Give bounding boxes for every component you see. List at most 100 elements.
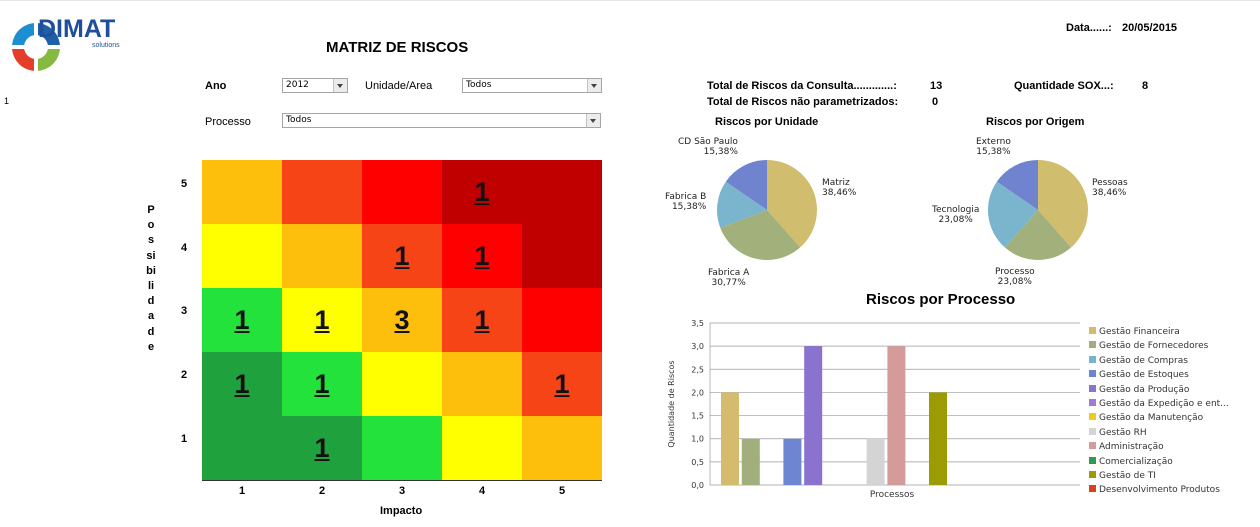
matrix-cell: 1 xyxy=(202,288,282,352)
sox-label: Quantidade SOX...: xyxy=(1014,80,1114,92)
matrix-cell xyxy=(522,288,602,352)
legend-swatch xyxy=(1089,384,1096,392)
matrix-row-label: 2 xyxy=(181,369,188,381)
total-riscos-label: Total de Riscos da Consulta.............… xyxy=(707,80,897,92)
top-divider xyxy=(0,0,1260,1)
impacto-axis-label: Impacto xyxy=(380,505,423,517)
bar-8 xyxy=(887,346,906,485)
legend-item: Gestão de Estoques xyxy=(1089,370,1189,382)
legend-item: Gestão Financeira xyxy=(1089,327,1180,339)
pie-origem-label-pessoas: Pessoas 38,46% xyxy=(1092,178,1128,198)
y-tick-label: 3,5 xyxy=(691,319,704,328)
riscos-por-processo-chart: 0,0 0,5 1,0 1,5 2,0 2,5 3,0 3,5 Processos Quantid… xyxy=(667,319,1080,500)
chevron-down-icon[interactable] xyxy=(587,79,601,92)
matrix-cell: 1 xyxy=(522,352,602,416)
matrix-cell-count-link[interactable]: 1 xyxy=(554,368,570,399)
matrix-cell: 1 xyxy=(202,352,282,416)
chevron-down-icon[interactable] xyxy=(586,114,600,127)
matrix-cell xyxy=(282,160,362,224)
pie-origem-label-processo: Processo 23,08% xyxy=(995,267,1035,287)
ano-select-value: 2012 xyxy=(286,80,309,90)
processo-label: Processo xyxy=(205,116,251,128)
matrix-cell-count-link[interactable]: 1 xyxy=(394,240,410,271)
legend-item: Gestão de TI xyxy=(1089,471,1156,483)
unidade-select[interactable]: Todos xyxy=(462,78,602,93)
legend-item: Gestão de Compras xyxy=(1089,355,1188,368)
matrix-cell: 1 xyxy=(282,352,362,416)
matrix-cell-count-link[interactable]: 3 xyxy=(394,304,410,335)
legend-swatch xyxy=(1089,327,1096,334)
pie-unidade-label-fabrica-a: Fabrica A 30,77% xyxy=(708,268,750,288)
legend-swatch xyxy=(1089,442,1096,450)
matrix-cell-count-link[interactable]: 1 xyxy=(234,368,250,399)
unidade-select-value: Todos xyxy=(466,80,492,90)
legend-label: Administração xyxy=(1099,442,1164,453)
processo-select-value: Todos xyxy=(286,115,312,125)
matrix-col-label: 1 xyxy=(239,485,246,497)
legend-label: Gestão de Compras xyxy=(1099,355,1188,366)
bar-10 xyxy=(929,392,947,485)
matrix-row-label: 3 xyxy=(181,305,188,317)
matrix-cell xyxy=(522,160,602,224)
matrix-col-label: 3 xyxy=(399,485,406,497)
x-axis-label: Processos xyxy=(870,490,915,500)
pie-unidade-slice-0 xyxy=(767,160,817,248)
matrix-cell xyxy=(362,160,442,224)
nao-parametrizados-value: 0 xyxy=(932,96,939,108)
matrix-cell: 1 xyxy=(442,288,522,352)
legend-label: Desenvolvimento Produtos xyxy=(1099,485,1220,496)
matrix-cell-count-link[interactable]: 1 xyxy=(314,304,330,335)
pie-origem-slice-1 xyxy=(1004,210,1072,260)
ano-label: Ano xyxy=(205,80,227,92)
legend-item: Comercialização xyxy=(1089,456,1173,469)
pie-origem-label-externo: Externo 15,38% xyxy=(976,137,1011,157)
matrix-cell xyxy=(202,224,282,288)
matrix-cell xyxy=(202,160,282,224)
page-title: MATRIZ DE RISCOS xyxy=(326,39,469,56)
date-label: Data......: xyxy=(1066,22,1112,34)
y-tick-label: 0,5 xyxy=(691,458,704,467)
legend-swatch xyxy=(1089,427,1096,435)
matrix-cell xyxy=(442,416,522,480)
y-tick-label: 3,0 xyxy=(691,342,704,351)
matrix-cell-count-link[interactable]: 1 xyxy=(314,432,330,463)
pie-unidade-label-matriz: Matriz 38,46% xyxy=(822,178,857,198)
legend-swatch xyxy=(1089,413,1096,421)
y-tick-label: 1,5 xyxy=(691,412,704,421)
matrix-cell-count-link[interactable]: 1 xyxy=(474,304,490,335)
pie-origem-chart xyxy=(988,160,1088,260)
nao-parametrizados-label: Total de Riscos não parametrizados: xyxy=(707,96,899,108)
matrix-cell: 1 xyxy=(282,288,362,352)
matrix-col-label: 4 xyxy=(479,485,486,497)
matrix-cell-count-link[interactable]: 1 xyxy=(234,304,250,335)
bar-0 xyxy=(721,392,739,485)
legend-item: Administração xyxy=(1089,442,1164,454)
pie-origem-slice-3 xyxy=(996,160,1038,210)
legend-swatch xyxy=(1089,355,1096,363)
page-marker: 1 xyxy=(4,96,10,106)
legend-item: Gestão RH xyxy=(1089,427,1147,440)
logo-globe-icon xyxy=(10,21,62,73)
processo-select[interactable]: Todos xyxy=(282,113,601,128)
total-riscos-value: 13 xyxy=(930,80,943,92)
y-tick-label: 2,5 xyxy=(691,365,704,374)
unidade-label: Unidade/Area xyxy=(365,80,433,92)
matrix-cell-count-link[interactable]: 1 xyxy=(314,368,330,399)
matrix-cell xyxy=(522,224,602,288)
y-axis-label: Quantidade de Riscos xyxy=(667,360,676,447)
ano-select[interactable]: 2012 xyxy=(282,78,348,93)
legend-label: Gestão da Expedição e ent... xyxy=(1099,399,1229,409)
matrix-cell: 3 xyxy=(362,288,442,352)
legend-item: Desenvolvimento Produtos xyxy=(1089,485,1220,497)
pie-origem-slice-0 xyxy=(1038,160,1088,248)
matrix-cell-count-link[interactable]: 1 xyxy=(474,240,490,271)
legend-swatch xyxy=(1089,485,1096,493)
chevron-down-icon[interactable] xyxy=(333,79,347,92)
bar-3 xyxy=(783,438,802,485)
possibilidade-axis-label: Possibilidade xyxy=(146,204,156,353)
pie-unidade-slice-3 xyxy=(725,160,767,210)
dimat-logo: DIMAT solutions xyxy=(8,15,120,77)
matrix-cell-count-link[interactable]: 1 xyxy=(474,176,490,207)
date-value: 20/05/2015 xyxy=(1122,22,1178,34)
matrix-cell xyxy=(362,352,442,416)
